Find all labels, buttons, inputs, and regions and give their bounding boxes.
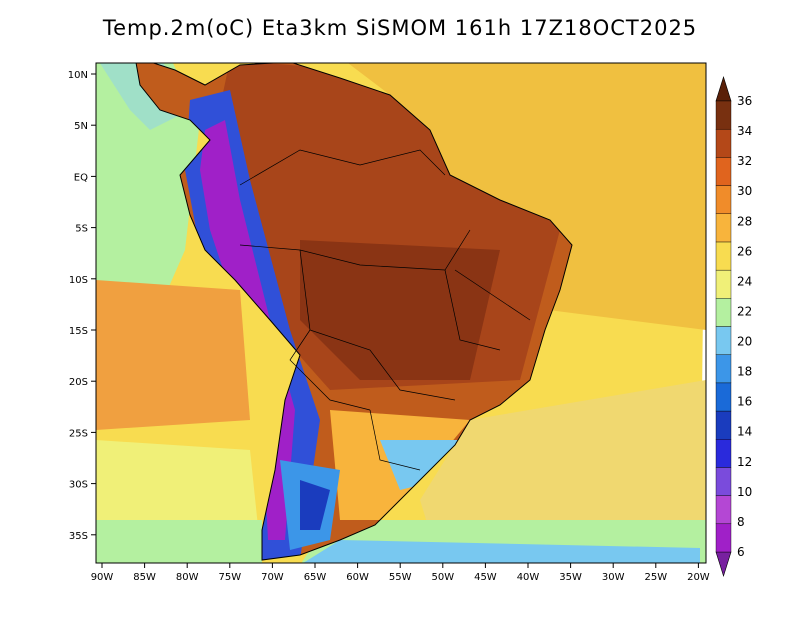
country-borders: [239, 149, 531, 471]
lat-tick-label: 35S: [69, 531, 88, 542]
pacific-cool-field-south: [96, 520, 262, 563]
lon-tick-label: 60W: [346, 572, 369, 583]
lat-tick-label: EQ: [74, 172, 88, 183]
lat-tick-label: 5S: [75, 224, 88, 235]
colorbar-label: 8: [737, 515, 745, 529]
lon-tick-label: 45W: [474, 572, 497, 583]
lon-tick-label: 75W: [218, 572, 241, 583]
map-field: [96, 63, 706, 563]
lon-tick-label: 80W: [176, 572, 199, 583]
lon-tick-label: 40W: [517, 572, 540, 583]
lat-tick-label: 25S: [69, 428, 88, 439]
colorbar-label: 18: [737, 365, 752, 379]
lon-tick-label: 55W: [389, 572, 412, 583]
colorbar-swatch: [715, 410, 732, 440]
colorbar-label: 10: [737, 485, 752, 499]
colorbar-swatch: [715, 213, 732, 243]
map-frame: [95, 62, 707, 564]
colorbar-swatch: [715, 354, 732, 384]
lon-tick-label: 35W: [559, 572, 582, 583]
colorbar-label: 36: [737, 94, 752, 108]
colorbar-swatch: [715, 523, 732, 553]
colorbar-label: 6: [737, 545, 745, 559]
latitude-axis: 10N 5N EQ 5S 10S 15S 20S 25S 30S 35S: [68, 70, 96, 542]
lat-tick-label: 20S: [69, 377, 88, 388]
colorbar-swatch: [715, 467, 732, 496]
atlantic-south-field: [420, 380, 706, 563]
colorbar-label: 26: [737, 244, 752, 258]
colorbar-label: 14: [737, 425, 752, 439]
lat-tick-label: 10N: [68, 70, 88, 81]
coastline: [135, 63, 573, 561]
colorbar-label: 32: [737, 154, 752, 168]
colorbar-min-arrow: [715, 551, 732, 578]
atlantic-cold-strip: [303, 540, 700, 563]
colorbar-label: 24: [737, 274, 752, 288]
pacific-warm-field: [96, 280, 250, 430]
colorbar-swatch: [715, 495, 732, 525]
colorbar-label: 30: [737, 184, 752, 198]
lon-tick-label: 70W: [261, 572, 284, 583]
lon-tick-label: 65W: [304, 572, 327, 583]
lon-tick-label: 30W: [602, 572, 625, 583]
colorbar-label: 12: [737, 455, 752, 469]
colorbar-label: 28: [737, 214, 752, 228]
land-hottest-core: [300, 240, 500, 380]
colorbar-swatch: [715, 157, 732, 186]
colorbar-label: 20: [737, 335, 752, 349]
colorbar-swatch: [715, 241, 732, 271]
lon-tick-label: 50W: [431, 572, 454, 583]
lon-tick-label: 25W: [644, 572, 667, 583]
colorbar-label: 22: [737, 304, 752, 318]
colorbar-swatch: [715, 382, 732, 412]
atlantic-warm-field: [347, 63, 706, 330]
map-title: Temp.2m(oC) Eta3km SiSMOM 161h 17Z18OCT2…: [102, 16, 698, 40]
colorbar-swatch: [715, 298, 732, 327]
colorbar-swatch: [715, 269, 732, 299]
colorbar: 6 8 10 12 14 16 18 20 22 24 26 28 30 32 34 36: [715, 75, 752, 578]
pacific-cool-field: [96, 63, 200, 330]
colorbar-label: 34: [737, 124, 752, 138]
lon-tick-label: 90W: [91, 572, 114, 583]
lat-tick-label: 15S: [69, 326, 88, 337]
colorbar-swatch: [715, 439, 732, 468]
lat-tick-label: 30S: [69, 480, 88, 491]
lon-tick-label: 85W: [133, 572, 156, 583]
colorbar-max-arrow: [715, 75, 732, 102]
lon-tick-label: 20W: [687, 572, 710, 583]
colorbar-label: 16: [737, 395, 752, 409]
colorbar-swatch: [715, 128, 732, 158]
patagonia-cold: [300, 480, 330, 530]
longitude-axis: 90W 85W 80W 75W 70W 65W 60W 55W 50W 45W 40W 35W 30W 2…: [91, 563, 710, 583]
colorbar-swatch: [715, 326, 732, 355]
colorbar-swatch: [715, 100, 732, 130]
lat-tick-label: 10S: [69, 275, 88, 286]
lat-tick-label: 5N: [74, 121, 88, 132]
colorbar-swatch: [715, 185, 732, 214]
